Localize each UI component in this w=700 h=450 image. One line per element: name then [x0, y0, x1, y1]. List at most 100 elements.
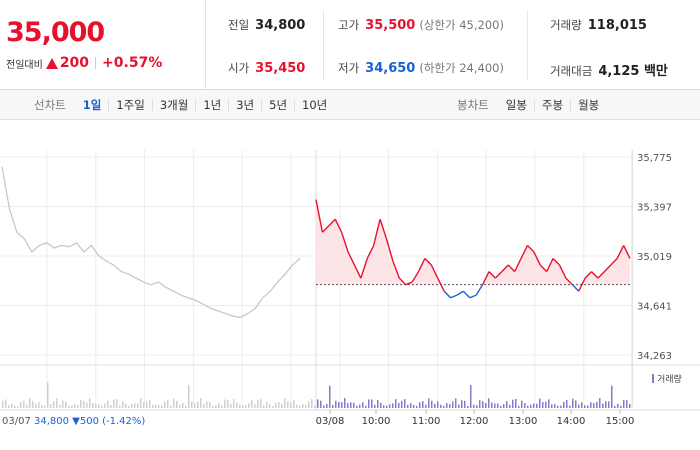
volume-bar	[446, 403, 448, 408]
tab-weekly[interactable]: 주봉	[533, 99, 570, 111]
change-row: 전일대비 200 +0.57%	[6, 55, 162, 71]
volume-bar	[311, 399, 313, 408]
volume-bar	[116, 399, 118, 408]
volume-bar	[200, 398, 202, 408]
volume-legend-swatch	[652, 374, 654, 383]
up-segment	[494, 271, 503, 279]
x-tick-label: 10:00	[362, 416, 391, 427]
volume-bar	[125, 403, 127, 408]
volume-bar	[29, 398, 31, 408]
volume-bar	[326, 403, 328, 408]
volume-bar	[449, 404, 451, 408]
volume-bar	[551, 404, 553, 408]
volume-bar	[599, 398, 601, 408]
change-percent: +0.57%	[102, 55, 163, 71]
volume-bar	[320, 400, 322, 408]
volume-bar	[23, 400, 25, 408]
volume-bar	[440, 404, 442, 408]
tab-1d[interactable]: 1일	[82, 97, 102, 112]
volume-bar	[206, 401, 208, 408]
tab-10y[interactable]: 10년	[294, 99, 334, 111]
volume-bar	[488, 398, 490, 408]
volume-bar	[173, 398, 175, 408]
volume-bar	[629, 404, 631, 408]
volume-bar	[614, 405, 616, 408]
volume-bar	[77, 405, 79, 408]
volume-bar	[134, 403, 136, 408]
low-label: 저가	[338, 61, 360, 75]
up-segment	[417, 258, 426, 272]
volume-bar	[452, 401, 454, 408]
low-value: 34,650	[365, 61, 416, 76]
y-tick-label: 35,775	[637, 153, 672, 164]
volume-bar	[554, 404, 556, 408]
volume-bar	[620, 405, 622, 408]
volume-bar	[329, 385, 331, 408]
volume-bar	[344, 398, 346, 408]
volume-bar	[338, 402, 340, 408]
tab-3m[interactable]: 3개월	[151, 99, 195, 111]
up-segment	[366, 245, 375, 259]
x-tick-label: 13:00	[509, 416, 538, 427]
change-label: 전일대비	[6, 59, 43, 71]
volume-bar	[242, 405, 244, 408]
tab-3y[interactable]: 3년	[228, 99, 261, 111]
tab-monthly[interactable]: 월봉	[570, 99, 606, 111]
volume-bar	[143, 402, 145, 408]
volume-bar	[314, 405, 316, 408]
volume-bar	[260, 398, 262, 408]
volume-bar	[467, 405, 469, 408]
volume-bar	[410, 403, 412, 408]
volume-bar	[278, 402, 280, 408]
volume-bar	[221, 405, 223, 408]
x-tick-label: 11:00	[412, 416, 441, 427]
volume-bar	[266, 402, 268, 408]
volume-bar	[38, 401, 40, 408]
volume-bar	[254, 404, 256, 408]
volume-bar	[569, 405, 571, 408]
tab-5y[interactable]: 5년	[261, 99, 294, 111]
y-tick-label: 34,641	[637, 302, 672, 313]
volume-bar	[503, 404, 505, 408]
tab-daily[interactable]: 일봉	[505, 97, 527, 112]
down-segment	[462, 290, 471, 299]
volume-bar	[389, 404, 391, 408]
x-tick-label: 14:00	[557, 416, 586, 427]
volume-bar	[245, 405, 247, 408]
volume-bar	[479, 400, 481, 408]
volume-bar	[563, 401, 565, 408]
volume-bar	[26, 404, 28, 408]
down-segment	[443, 290, 452, 299]
volume-legend: 거래량	[657, 373, 682, 385]
volume-bar	[455, 398, 457, 408]
volume-bar	[218, 403, 220, 408]
volume-bar	[365, 405, 367, 408]
volume-bar	[14, 405, 16, 408]
column-divider	[323, 10, 324, 80]
volume-bar	[20, 401, 22, 408]
volume-bar	[413, 405, 415, 408]
volume-bar	[275, 403, 277, 408]
up-segment	[552, 257, 561, 266]
up-segment	[321, 225, 330, 233]
y-tick-label: 35,019	[637, 252, 672, 263]
down-segment	[469, 294, 477, 299]
volume-bar	[140, 398, 142, 408]
volume-bar	[548, 399, 550, 408]
volume-bar	[341, 402, 343, 408]
volume-bar	[11, 403, 13, 408]
up-segment	[481, 271, 490, 285]
tab-1w[interactable]: 1주일	[108, 99, 151, 111]
up-segment	[347, 251, 356, 266]
volume-bar	[335, 400, 337, 408]
amount-label: 거래대금	[550, 64, 593, 78]
volume-bar	[404, 399, 406, 408]
y-tick-label: 35,397	[637, 203, 672, 214]
volume-bar	[32, 401, 34, 408]
candle-chart-tabs: 봉차트 일봉 주봉 월봉	[457, 90, 606, 120]
current-price: 35,000	[6, 17, 105, 48]
change-value: 200	[59, 55, 90, 71]
tab-1y[interactable]: 1년	[195, 99, 228, 111]
volume-bar	[368, 399, 370, 408]
volume-bar	[545, 401, 547, 408]
